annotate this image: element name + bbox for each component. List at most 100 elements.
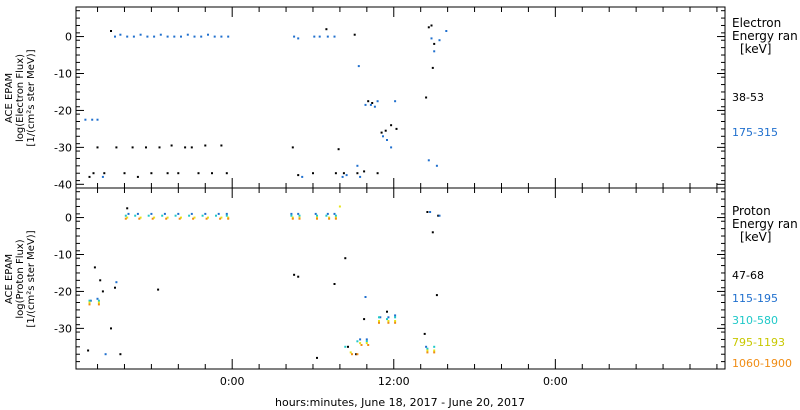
proton-point-795-1193 — [126, 216, 129, 219]
proton-point-1060-1900 — [178, 217, 181, 220]
proton-point-1060-1900 — [227, 217, 230, 220]
proton-point-795-1193 — [88, 301, 91, 304]
proton-ylabel-line-2: log(Proton Flux) — [15, 239, 26, 318]
electron-point-175-315 — [186, 33, 189, 36]
electron-point-38-53 — [197, 172, 200, 175]
proton-point-795-1193 — [298, 216, 301, 219]
proton-point-47-68 — [110, 327, 112, 330]
proton-point-47-68 — [87, 349, 90, 352]
electron-point-38-53 — [376, 172, 379, 175]
proton-ylabel-line-1: ACE EPAM — [4, 254, 15, 304]
proton-point-1060-1900 — [387, 321, 390, 324]
x-axis-title: hours:minutes, June 18, 2017 - June 20, … — [275, 396, 525, 409]
proton-point-795-1193 — [426, 349, 429, 352]
proton-point-47-68 — [93, 266, 96, 269]
electron-point-38-53 — [220, 144, 223, 147]
proton-legend-entry-115-195: 115-195 — [732, 292, 778, 305]
proton-point-47-68 — [363, 318, 366, 321]
proton-point-795-1193 — [153, 216, 156, 219]
electron-point-38-53 — [353, 33, 356, 36]
electron-point-175-315 — [200, 35, 203, 38]
electron-point-175-315 — [114, 35, 116, 38]
electron-point-175-315 — [207, 33, 209, 36]
electron-point-175-315 — [146, 35, 149, 38]
electron-point-38-53 — [123, 172, 126, 175]
electron-legend-title-2: Energy ran — [732, 29, 798, 43]
proton-point-1060-1900 — [378, 321, 380, 324]
electron-point-175-315 — [297, 37, 300, 40]
proton-point-310-580 — [97, 299, 100, 302]
electron-point-38-53 — [177, 172, 180, 175]
proton-legend-entry-310-580: 310-580 — [732, 314, 778, 327]
electron-point-175-315 — [430, 37, 433, 40]
proton-point-310-580 — [316, 214, 318, 217]
proton-point-1060-1900 — [192, 217, 195, 220]
proton-point-115-195 — [96, 297, 99, 300]
proton-point-310-580 — [298, 214, 301, 217]
proton-points — [87, 205, 441, 359]
proton-point-115-195 — [364, 296, 367, 298]
proton-point-310-580 — [433, 345, 436, 348]
electron-point-175-315 — [180, 35, 182, 38]
electron-point-175-315 — [91, 118, 94, 121]
proton-point-47-68 — [157, 288, 160, 291]
proton-point-1060-1900 — [151, 217, 154, 220]
electron-point-175-315 — [445, 30, 448, 32]
electron-point-175-315 — [390, 146, 393, 149]
proton-point-115-195 — [104, 353, 107, 356]
electron-point-175-315 — [293, 35, 296, 38]
proton-point-795-1193 — [291, 216, 294, 219]
proton-point-47-68 — [297, 275, 300, 278]
electron-point-175-315 — [433, 50, 436, 53]
electron-point-38-53 — [390, 124, 393, 127]
electron-legend-title-3: [keV] — [740, 42, 771, 56]
proton-point-47-68 — [344, 257, 347, 260]
electron-point-175-315 — [318, 35, 321, 38]
electron-ytick-label: -10 — [54, 67, 72, 80]
electron-point-175-315 — [386, 139, 388, 141]
electron-point-38-53 — [110, 30, 112, 32]
proton-point-47-68 — [119, 353, 122, 356]
proton-point-310-580 — [201, 214, 204, 217]
proton-legend-entry-795-1193: 795-1193 — [732, 336, 785, 349]
electron-point-38-53 — [145, 146, 147, 149]
proton-point-795-1193 — [394, 320, 397, 322]
proton-ylabel-line-3: [1/(cm²s ster MeV)] — [26, 230, 37, 327]
electron-point-175-315 — [313, 35, 316, 38]
proton-point-310-580 — [188, 214, 191, 217]
electron-point-38-53 — [297, 174, 300, 177]
proton-point-115-195 — [359, 338, 362, 341]
electron-point-38-53 — [380, 131, 383, 134]
electron-point-175-315 — [376, 100, 379, 103]
proton-legend-entry-1060-1900: 1060-1900 — [732, 357, 792, 370]
proton-point-1060-1900 — [205, 217, 208, 220]
electron-plot-frame — [75, 6, 726, 189]
electron-point-38-53 — [211, 172, 213, 175]
electron-point-175-315 — [139, 33, 142, 36]
electron-point-38-53 — [325, 28, 328, 31]
electron-point-38-53 — [291, 146, 294, 149]
electron-point-38-53 — [427, 26, 430, 29]
proton-point-310-580 — [215, 214, 217, 217]
proton-point-115-195 — [394, 314, 397, 317]
electron-ylabel-line-1: ACE EPAM — [4, 73, 15, 123]
electron-point-175-315 — [220, 35, 223, 38]
electron-point-38-53 — [166, 172, 169, 175]
electron-point-175-315 — [357, 65, 360, 68]
proton-point-1060-1900 — [351, 353, 353, 356]
proton-point-115-195 — [429, 211, 432, 213]
proton-point-1060-1900 — [328, 217, 331, 220]
proton-point-795-1193 — [139, 216, 142, 219]
x-tick-label: 12:00 — [378, 375, 410, 388]
proton-legend-title-2: Energy ran — [732, 217, 798, 231]
electron-point-175-315 — [427, 159, 430, 162]
proton-point-47-68 — [347, 345, 349, 348]
proton-point-47-68 — [114, 286, 116, 289]
proton-point-47-68 — [426, 211, 429, 213]
electron-point-38-53 — [184, 146, 187, 149]
x-tick-label: 0:00 — [543, 375, 568, 388]
proton-point-795-1193 — [338, 205, 341, 208]
electron-ytick-label: -20 — [54, 104, 72, 117]
proton-point-310-580 — [356, 340, 359, 343]
